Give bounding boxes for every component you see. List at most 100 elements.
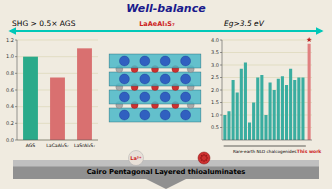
atom (181, 56, 191, 66)
atom (119, 92, 129, 102)
arrow (10, 30, 322, 32)
bar (227, 111, 230, 140)
bar (23, 57, 38, 140)
sphere-dot (206, 157, 208, 159)
bar (277, 79, 280, 140)
bar (260, 75, 263, 140)
bar (285, 85, 288, 140)
bar (223, 115, 226, 140)
x-axis (222, 140, 312, 141)
tick-label: 2.5 (211, 74, 219, 80)
sphere-dot (201, 159, 203, 161)
bar (289, 69, 292, 140)
tick-label: 0.8 (6, 70, 14, 76)
tick-label: 1.0 (211, 112, 219, 118)
bar (301, 78, 304, 141)
tick-label: 3.5 (211, 49, 219, 55)
background (0, 0, 332, 189)
atom (140, 110, 150, 120)
group-label: Rare-earth NLO chalcogenides (233, 149, 297, 154)
crystal (109, 54, 201, 122)
figure: Well-balance SHG > 0.5× AGS Eg>3.5 eV LaAeA… (0, 0, 332, 189)
bar (281, 76, 284, 140)
grid-line (222, 52, 312, 53)
atom (140, 74, 150, 84)
tick-label: 1.2 (6, 37, 14, 43)
sphere-dot (203, 160, 205, 162)
bracket (224, 146, 306, 147)
tick-label: 0.6 (6, 87, 14, 93)
bars (23, 48, 92, 140)
sphere (198, 152, 210, 164)
ion-circle (129, 151, 144, 166)
tick-label: 0.4 (6, 103, 14, 109)
sphere-dot (200, 157, 202, 159)
bar (240, 69, 243, 140)
platform-support (146, 179, 186, 189)
bar (297, 78, 300, 141)
atom (181, 110, 191, 120)
bar (232, 80, 235, 140)
bar (244, 63, 247, 141)
bar (269, 83, 272, 141)
title: Well-balance (126, 2, 206, 15)
category-label: AGS (26, 143, 36, 148)
crystal-layer (109, 54, 201, 68)
bar (273, 90, 276, 140)
right-label: Eg>3.5 eV (224, 19, 265, 28)
tick-label: 2.0 (211, 87, 219, 93)
crystal-layer (109, 108, 201, 122)
atom (160, 110, 170, 120)
bar (293, 80, 296, 140)
atom (181, 74, 191, 84)
atom (119, 56, 129, 66)
sphere-dot (203, 154, 205, 156)
bar-chart-0: 0.00.20.40.60.81.01.2AGSLaCaAl₃S₇LaSrAl₃… (6, 37, 98, 148)
bar (77, 48, 92, 140)
atom (160, 74, 170, 84)
tick-label: 3.0 (211, 62, 219, 68)
tick-label: 0.2 (6, 120, 14, 126)
bar (308, 44, 311, 140)
crystal-layer (109, 90, 201, 104)
sphere-dot (201, 155, 203, 157)
ion-label: La³⁺ (130, 155, 142, 161)
category-label: This work (297, 149, 323, 154)
tick-label: 0.0 (6, 137, 14, 143)
atom (140, 92, 150, 102)
category-label: LaCaAl₃S₇ (46, 143, 69, 148)
grid-line (222, 40, 312, 41)
tick-label: 1.5 (211, 99, 219, 105)
atom (119, 74, 129, 84)
y-axis (222, 40, 223, 140)
platform (13, 160, 319, 179)
bar (264, 115, 267, 140)
sphere-dot (205, 159, 207, 161)
bottom-label: Cairo Pentagonal Layered thioaluminates (87, 168, 246, 176)
category-label: LaSrAl₃S₇ (74, 143, 95, 148)
grid-line (17, 40, 98, 41)
bar (252, 103, 255, 141)
crystal-layer (109, 72, 201, 86)
bars (223, 44, 310, 140)
bar (50, 78, 65, 141)
bar-chart-1: 0.5 1.0 1.5 2.0 2.5 3.0 3.5 4.0 This workRare-ea… (211, 37, 322, 154)
tick-label: 0.5 (211, 124, 219, 130)
star (306, 37, 311, 42)
tick-label: 4.0 (211, 37, 219, 43)
atom (160, 56, 170, 66)
x-axis (17, 140, 98, 141)
y-axis (17, 40, 18, 140)
bar (248, 123, 251, 141)
bar (256, 78, 259, 141)
atom (119, 110, 129, 120)
atom (160, 92, 170, 102)
bar (236, 93, 239, 141)
platform-top (13, 160, 319, 167)
left-label: SHG > 0.5× AGS (12, 19, 76, 28)
center-label: LaAeAl₃S₇ (139, 20, 175, 28)
grid-line (222, 65, 312, 66)
atom (181, 92, 191, 102)
sphere-dot (205, 155, 207, 157)
atom (140, 56, 150, 66)
